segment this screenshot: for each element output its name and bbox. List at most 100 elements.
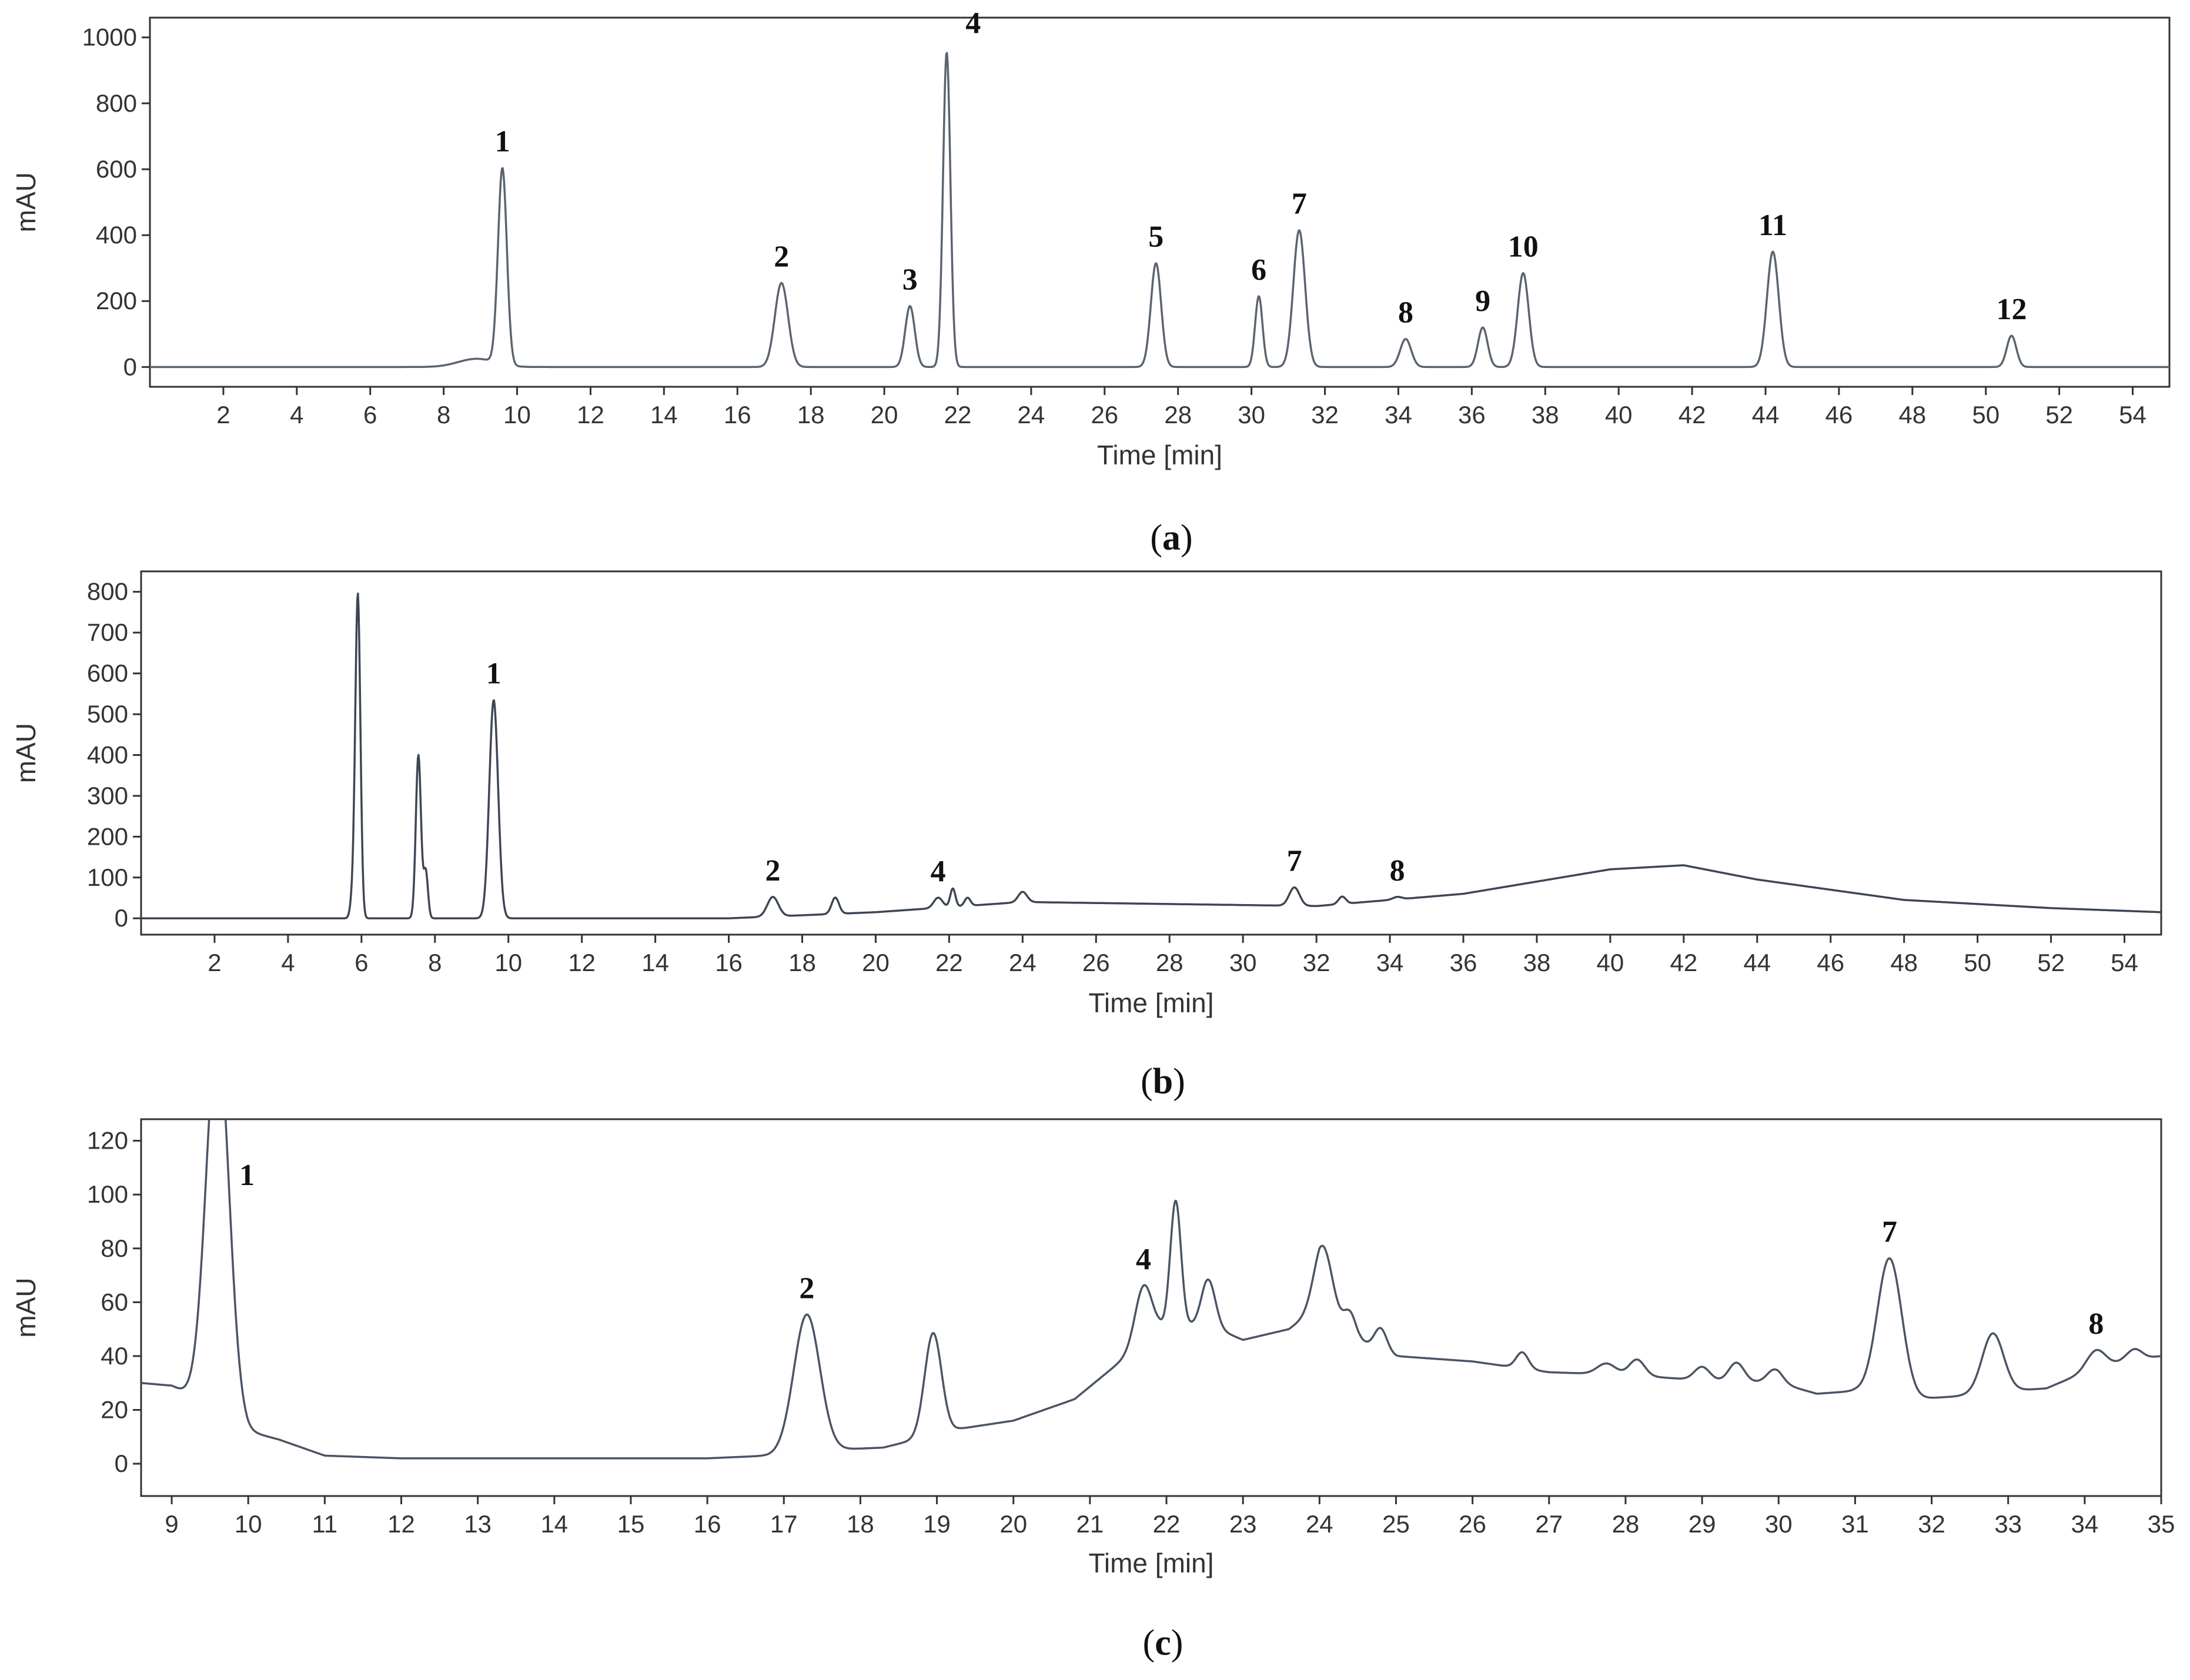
- x-tick-label: 26: [1082, 949, 1110, 976]
- x-tick-label: 30: [1238, 401, 1265, 429]
- panel-caption: (c): [1143, 1623, 1183, 1663]
- y-tick-label: 0: [123, 353, 137, 380]
- x-tick-label: 52: [2045, 401, 2073, 429]
- peak-label-11: 11: [1758, 209, 1787, 242]
- y-tick-label: 40: [101, 1342, 128, 1370]
- peak-label-4: 4: [965, 6, 981, 40]
- x-tick-label: 40: [1597, 949, 1624, 976]
- x-tick-label: 12: [387, 1510, 415, 1538]
- y-axis-title: mAU: [11, 723, 41, 783]
- x-tick-label: 38: [1523, 949, 1551, 976]
- y-tick-label: 600: [96, 155, 137, 183]
- y-tick-label: 400: [87, 741, 128, 768]
- x-axis-title: Time [min]: [1097, 440, 1222, 470]
- x-tick-label: 28: [1164, 401, 1192, 429]
- x-tick-label: 44: [1743, 949, 1771, 976]
- peak-label-4: 4: [931, 855, 946, 888]
- x-tick-label: 32: [1918, 1510, 1945, 1538]
- x-tick-label: 34: [2071, 1510, 2098, 1538]
- plot-frame: [149, 16, 2171, 388]
- peak-label-1: 1: [239, 1159, 255, 1192]
- chromatogram-trace: [150, 52, 2169, 369]
- x-axis-title: Time [min]: [1089, 988, 1214, 1018]
- y-tick-label: 400: [96, 221, 137, 249]
- y-tick-label: 20: [101, 1395, 128, 1423]
- y-tick-label: 600: [87, 660, 128, 687]
- x-tick-label: 4: [281, 949, 295, 976]
- y-tick-label: 60: [101, 1288, 128, 1316]
- y-tick-label: 0: [115, 904, 128, 932]
- peak-label-8: 8: [1390, 854, 1405, 888]
- x-tick-label: 46: [1817, 949, 1844, 976]
- x-tick-label: 19: [923, 1510, 951, 1538]
- x-tick-label: 48: [1898, 401, 1926, 429]
- x-tick-label: 6: [363, 401, 377, 429]
- peak-label-8: 8: [2088, 1307, 2104, 1341]
- x-tick-label: 10: [235, 1510, 262, 1538]
- x-tick-label: 27: [1535, 1510, 1563, 1538]
- x-tick-label: 16: [694, 1510, 721, 1538]
- x-tick-label: 2: [216, 401, 230, 429]
- x-tick-label: 24: [1018, 401, 1045, 429]
- x-tick-label: 10: [503, 401, 531, 429]
- x-tick-label: 22: [944, 401, 972, 429]
- peak-label-8: 8: [1398, 296, 1413, 330]
- x-tick-label: 36: [1450, 949, 1477, 976]
- x-tick-label: 24: [1009, 949, 1037, 976]
- x-tick-label: 18: [847, 1510, 874, 1538]
- y-tick-label: 800: [96, 89, 137, 117]
- x-tick-label: 46: [1825, 401, 1853, 429]
- y-tick-label: 100: [87, 864, 128, 891]
- x-tick-label: 20: [862, 949, 890, 976]
- x-tick-label: 15: [617, 1510, 645, 1538]
- y-tick-label: 200: [87, 822, 128, 850]
- x-tick-label: 32: [1311, 401, 1339, 429]
- x-tick-label: 28: [1612, 1510, 1640, 1538]
- x-tick-label: 22: [1153, 1510, 1181, 1538]
- x-tick-label: 48: [1890, 949, 1918, 976]
- x-tick-label: 21: [1076, 1510, 1104, 1538]
- x-tick-label: 13: [464, 1510, 492, 1538]
- y-tick-label: 700: [87, 618, 128, 646]
- chromatogram-trace: [141, 593, 2161, 919]
- x-tick-label: 34: [1385, 401, 1412, 429]
- x-tick-label: 20: [999, 1510, 1027, 1538]
- peak-label-2: 2: [774, 240, 789, 273]
- peak-label-3: 3: [902, 263, 918, 297]
- x-tick-label: 42: [1679, 401, 1706, 429]
- x-tick-label: 30: [1765, 1510, 1793, 1538]
- x-tick-label: 24: [1306, 1510, 1333, 1538]
- peak-label-6: 6: [1251, 253, 1266, 287]
- peak-label-7: 7: [1287, 845, 1302, 878]
- x-axis-title: Time [min]: [1089, 1548, 1214, 1578]
- peak-label-5: 5: [1148, 220, 1163, 254]
- x-tick-label: 6: [355, 949, 368, 976]
- x-tick-label: 29: [1689, 1510, 1716, 1538]
- panel-caption: (b): [1141, 1062, 1185, 1102]
- x-tick-label: 2: [208, 949, 221, 976]
- peak-label-9: 9: [1475, 285, 1490, 318]
- x-tick-label: 33: [1994, 1510, 2022, 1538]
- plot-frame: [140, 570, 2162, 936]
- y-tick-label: 300: [87, 782, 128, 809]
- x-tick-label: 26: [1459, 1510, 1486, 1538]
- peak-label-7: 7: [1882, 1216, 1897, 1249]
- x-tick-label: 12: [577, 401, 604, 429]
- peak-label-4: 4: [1136, 1243, 1151, 1276]
- x-tick-label: 20: [871, 401, 898, 429]
- x-tick-label: 50: [1972, 401, 2000, 429]
- x-tick-label: 25: [1382, 1510, 1410, 1538]
- x-tick-label: 26: [1091, 401, 1118, 429]
- x-tick-label: 8: [437, 401, 450, 429]
- y-tick-label: 200: [96, 287, 137, 314]
- chromatogram-trace: [141, 1119, 2161, 1460]
- peak-label-1: 1: [495, 125, 510, 158]
- panel-caption: (a): [1150, 518, 1192, 558]
- y-tick-label: 80: [101, 1234, 128, 1262]
- x-tick-label: 36: [1458, 401, 1486, 429]
- x-tick-label: 52: [2037, 949, 2065, 976]
- peak-label-7: 7: [1292, 188, 1307, 221]
